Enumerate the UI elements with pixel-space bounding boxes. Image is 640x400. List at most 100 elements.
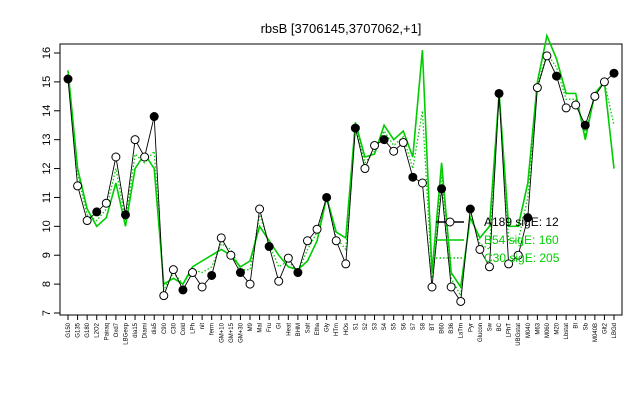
data-point [427, 282, 437, 292]
data-point [302, 236, 312, 246]
data-point [226, 250, 236, 260]
data-point [207, 270, 217, 280]
data-point [264, 242, 274, 252]
x-tick-label: S6 [401, 322, 407, 330]
data-point [197, 282, 207, 292]
data-point [274, 276, 284, 286]
legend-marker [445, 217, 455, 227]
x-tick-label: Pairaq [104, 323, 110, 340]
data-point [398, 138, 408, 148]
x-tick-label: dia15 [133, 322, 139, 337]
x-tick-label: BI [574, 323, 580, 329]
y-tick-label: 10 [41, 220, 53, 232]
data-point [504, 259, 514, 269]
x-tick-label: Glucon [478, 323, 484, 342]
y-tick-label: 13 [41, 134, 53, 146]
data-point [130, 135, 140, 145]
x-tick-label: G180 [85, 322, 91, 337]
data-point [599, 77, 609, 87]
data-point [379, 135, 389, 145]
data-point [293, 268, 303, 278]
x-tick-label: HTm [334, 323, 340, 336]
data-point [168, 265, 178, 275]
x-tick-label: M9 [248, 322, 254, 331]
data-point [360, 164, 370, 174]
series-layer [63, 32, 619, 306]
series-3 [67, 51, 615, 298]
data-point [350, 123, 360, 133]
x-tick-label: Oxd7 [114, 322, 120, 337]
legend-label: A189 sigE: 12 [484, 215, 559, 229]
x-tick-label: Diami [143, 323, 149, 338]
x-tick-label: GM+15 [229, 322, 235, 343]
y-tick-label: 12 [41, 162, 53, 174]
data-point [149, 112, 159, 122]
x-tick-label: LBGd [612, 323, 618, 338]
x-tick-label: S5 [392, 322, 398, 330]
x-tick-label: M040 [526, 322, 532, 338]
x-tick-label: Sb [583, 322, 589, 330]
data-point [417, 178, 427, 188]
y-tick-label: 16 [41, 47, 53, 59]
x-tick-label: G135 [76, 322, 82, 337]
data-point [245, 279, 255, 289]
x-tick-label: M20 [555, 322, 561, 334]
y-axis: 7 8 9 10 11 12 13 14 15 16 [41, 47, 60, 316]
x-tick-label: LPhT [507, 323, 513, 338]
data-point [101, 198, 111, 208]
data-point [456, 296, 466, 306]
x-tick-label: M040B [593, 323, 599, 342]
data-point [341, 259, 351, 269]
data-point [370, 140, 380, 150]
chart-title: rbsB [3706145,3707062,+1] [261, 21, 422, 36]
plot-frame [59, 43, 623, 316]
x-tick-label: Lbstat [564, 323, 570, 340]
x-tick-label: Glt2 [602, 322, 608, 334]
series-line [67, 51, 615, 298]
data-point [120, 210, 130, 220]
x-tick-label: Gly [325, 323, 331, 332]
legend-label: B54 sigE: 160 [484, 233, 559, 247]
x-tick-label: UBGstat [516, 323, 522, 346]
x-tick-label: G150 [66, 322, 72, 337]
data-point [475, 244, 485, 254]
x-tick-label: Pyr [468, 323, 474, 332]
x-tick-label: Gl [277, 323, 283, 329]
data-point [446, 282, 456, 292]
x-tick-label: Etha [315, 322, 321, 335]
x-tick-label: Heat [286, 323, 292, 336]
x-tick-label: LPh [191, 323, 197, 334]
data-point [159, 291, 169, 301]
data-point [63, 74, 73, 84]
data-point [465, 204, 475, 214]
x-tick-label: BHM [296, 323, 302, 336]
data-point [255, 204, 265, 214]
x-tick-label: LaTrn [459, 323, 465, 338]
data-point [580, 120, 590, 130]
data-point [513, 250, 523, 260]
data-point [523, 213, 533, 223]
data-point [82, 216, 92, 226]
data-point [92, 207, 102, 217]
legend: A189 sigE: 12 B54 sigE: 160 C30 sigE: 205 [436, 215, 560, 265]
y-tick-label: 7 [41, 310, 53, 316]
data-point [561, 103, 571, 113]
y-tick-label: 8 [41, 281, 53, 287]
data-point [73, 181, 83, 191]
x-tick-label: C90 [162, 322, 168, 334]
x-tick-label: S7 [411, 322, 417, 330]
data-point [532, 83, 542, 93]
x-tick-label: S3 [373, 322, 379, 330]
data-point [437, 184, 447, 194]
x-tick-label: B60 [440, 322, 446, 333]
data-point [494, 88, 504, 98]
data-point [216, 233, 226, 243]
legend-label: C30 sigE: 205 [484, 251, 560, 265]
data-point [609, 68, 619, 78]
series-1 [63, 51, 619, 306]
x-tick-label: GM+10 [219, 322, 225, 343]
data-point [322, 192, 332, 202]
y-tick-label: 11 [41, 192, 53, 203]
data-point [408, 172, 418, 182]
